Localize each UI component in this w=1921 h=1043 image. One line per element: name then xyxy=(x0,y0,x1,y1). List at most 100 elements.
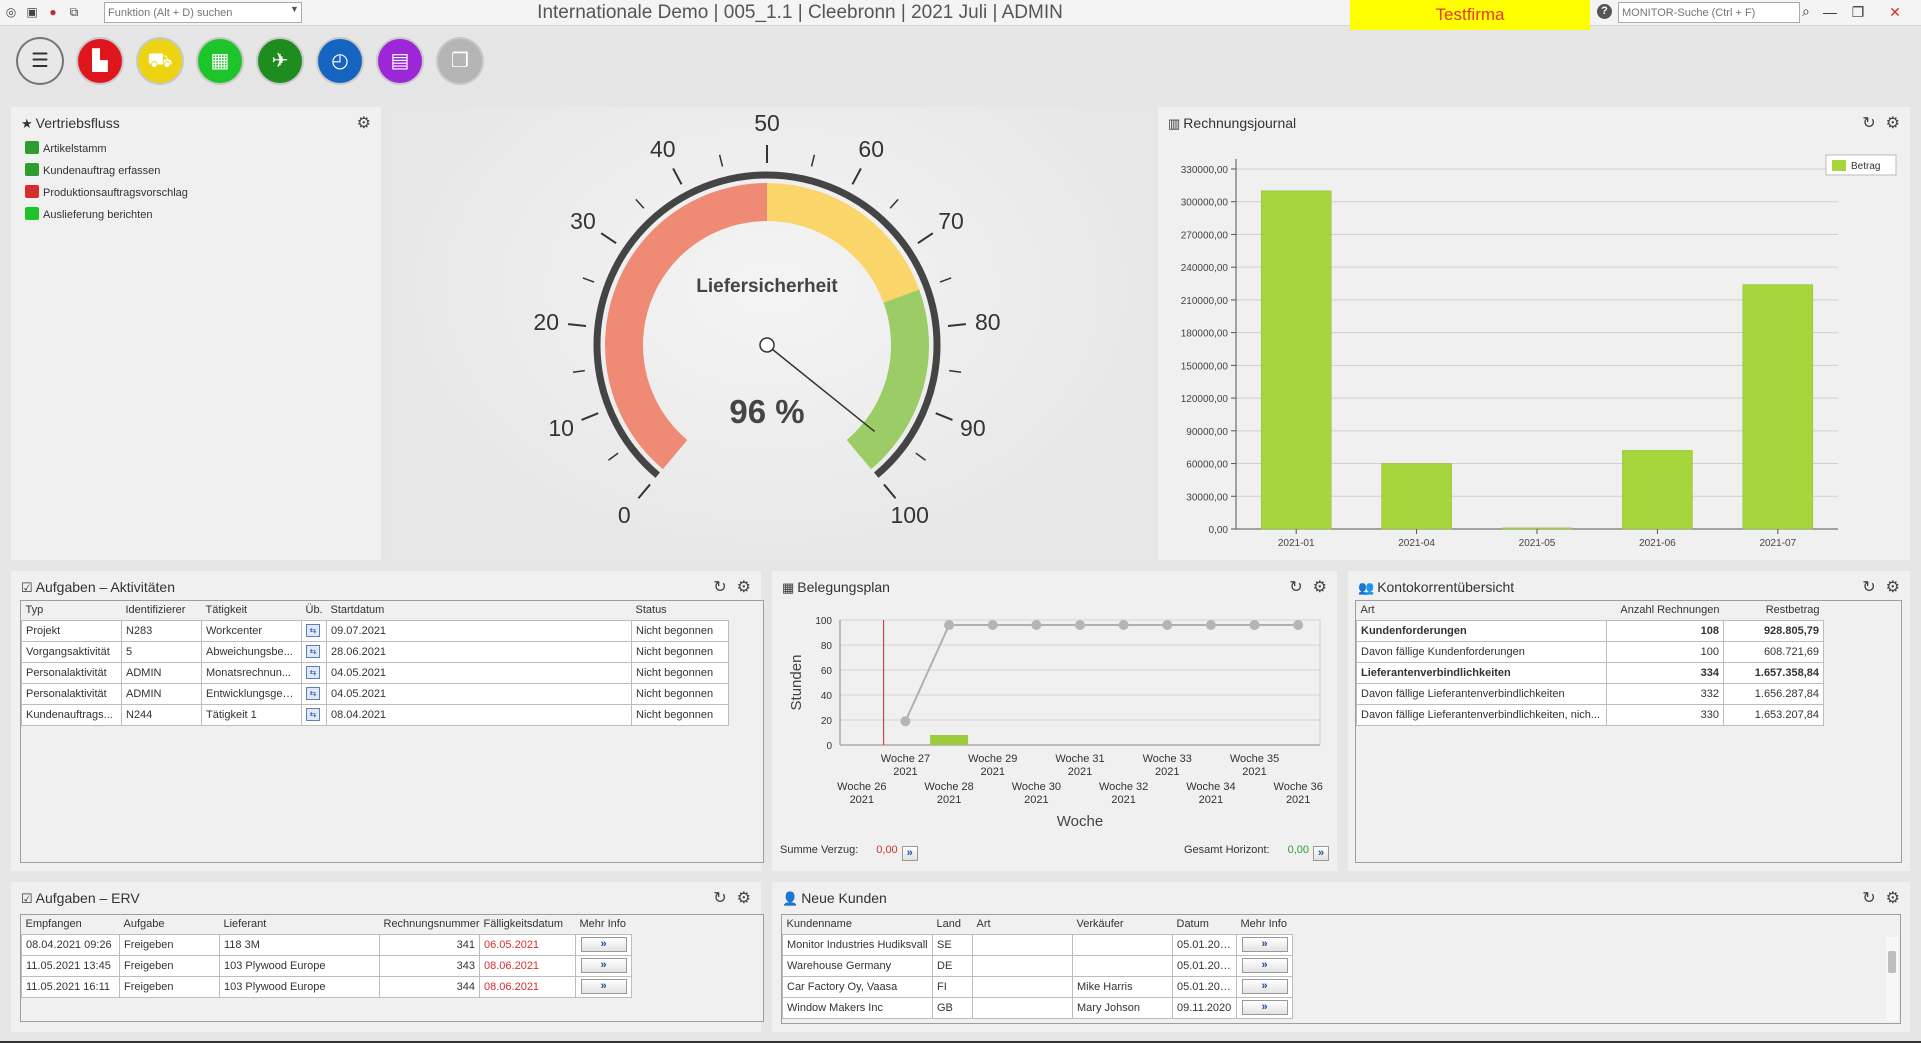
column-header[interactable]: Anzahl Rechnungen xyxy=(1620,604,1720,617)
settings-gear-icon[interactable]: ⚙ xyxy=(1312,579,1327,596)
open-window-icon[interactable]: ⧉ xyxy=(69,5,79,19)
column-header[interactable]: Land xyxy=(936,918,961,931)
column-header[interactable]: Datum xyxy=(1176,918,1209,931)
table-row[interactable]: Personalaktivität ADMIN Monatsrechnun... ⇆ 0… xyxy=(21,661,729,684)
more-info-button[interactable]: » xyxy=(1241,958,1288,973)
column-header[interactable]: Rechnungsnummer xyxy=(383,918,480,931)
gauge-tick xyxy=(935,412,953,421)
scrollbar[interactable] xyxy=(1886,937,1898,1021)
table-row[interactable]: Davon fällige Lieferantenverbindlichkeit… xyxy=(1356,703,1824,726)
more-info-button[interactable]: » xyxy=(580,979,627,994)
column-header[interactable]: Tätigkeit xyxy=(205,604,248,617)
column-header[interactable]: Lieferant xyxy=(223,918,267,931)
settings-gear-icon[interactable]: ⚙ xyxy=(1885,115,1900,132)
table-row[interactable]: 08.04.2021 09:26 Freigeben 118 3M 341 06.05.… xyxy=(21,933,632,956)
x-tick-label: Woche 33 xyxy=(1143,753,1192,765)
time-button[interactable]: ◴ xyxy=(318,39,362,83)
table-row[interactable]: Lieferantenverbindlichkeiten 334 1.657.358… xyxy=(1356,661,1824,684)
column-header[interactable]: Typ xyxy=(25,604,44,617)
settings-gear-icon[interactable]: ⚙ xyxy=(356,115,371,132)
logistics-button[interactable]: ✈ xyxy=(258,39,302,83)
column-header[interactable]: Startdatum xyxy=(330,604,385,617)
settings-gear-icon[interactable]: ⚙ xyxy=(1885,579,1900,596)
help-icon[interactable]: ? xyxy=(1597,4,1612,19)
vertriebsfluss-item[interactable]: Produktionsauftragsvorschlag xyxy=(25,185,188,199)
close-button[interactable]: ✕ xyxy=(1889,4,1901,20)
table-row[interactable]: Kundenauftrags... N244 Tätigkeit 1 ⇆ 08.04.2… xyxy=(21,703,729,726)
time-icon: ◴ xyxy=(331,50,349,72)
column-header[interactable]: Restbetrag xyxy=(1765,604,1820,617)
more-info-button[interactable]: » xyxy=(1241,979,1288,994)
table-row[interactable]: Car Factory Oy, Vaasa FI Mike Harris 05.01.… xyxy=(782,975,1293,998)
delegate-icon[interactable]: ⇆ xyxy=(306,687,320,700)
column-header[interactable]: Identifizierer xyxy=(125,604,186,617)
settings-gear-icon[interactable]: ⚙ xyxy=(736,890,751,907)
chevron-down-icon[interactable]: ▼ xyxy=(290,4,299,14)
more-info-button[interactable]: » xyxy=(580,937,627,952)
table-row[interactable]: Window Makers Inc GB Mary Johson 09.11.2020… xyxy=(782,996,1293,1019)
scrollbar-thumb[interactable] xyxy=(1888,951,1896,973)
menu-button[interactable]: ☰ xyxy=(18,39,62,83)
shopping-cart-button[interactable]: ⛟ xyxy=(138,39,182,83)
restore-button[interactable]: ❐ xyxy=(1851,4,1865,20)
minimize-button[interactable]: — xyxy=(1823,4,1837,20)
gauge-tick-label: 80 xyxy=(975,309,1001,335)
table-row[interactable]: Davon fällige Lieferantenverbindlichkeit… xyxy=(1356,682,1824,705)
column-header[interactable]: Mehr Info xyxy=(579,918,626,931)
refresh-icon[interactable]: ↻ xyxy=(1289,579,1303,596)
column-header[interactable]: Art xyxy=(1360,604,1375,617)
column-header[interactable]: Empfangen xyxy=(25,918,82,931)
production-button[interactable]: ▙ xyxy=(78,39,122,83)
delegate-icon[interactable]: ⇆ xyxy=(306,708,320,721)
refresh-icon[interactable]: ↻ xyxy=(713,890,727,907)
table-row[interactable]: Monitor Industries Hudiksvall SE 05.01.202… xyxy=(782,933,1293,956)
sales-button[interactable]: ▦ xyxy=(198,39,242,83)
vertriebsfluss-item[interactable]: Auslieferung berichten xyxy=(25,207,152,221)
gesamt-horizont-details-button[interactable]: » xyxy=(1313,846,1330,861)
documents-button[interactable]: ❐ xyxy=(438,39,482,83)
column-header[interactable]: Üb. xyxy=(305,604,323,617)
delegate-icon[interactable]: ⇆ xyxy=(306,666,320,679)
summe-verzug-details-button[interactable]: » xyxy=(901,846,918,861)
refresh-icon[interactable]: ↻ xyxy=(1862,890,1876,907)
table-cell: 28.06.2021 xyxy=(326,640,632,663)
more-info-button[interactable]: » xyxy=(580,958,627,973)
table-row[interactable]: Warehouse Germany DE 05.01.2021 » xyxy=(782,954,1293,977)
table-row[interactable]: Personalaktivität ADMIN Entwicklungsges...… xyxy=(21,682,729,705)
alert-icon[interactable]: ● xyxy=(49,5,57,19)
more-info-button[interactable]: » xyxy=(1241,1000,1288,1015)
refresh-icon[interactable]: ↻ xyxy=(713,579,727,596)
table-row[interactable]: 11.05.2021 16:11 Freigeben 103 Plywood Eur… xyxy=(21,975,632,998)
vertriebsfluss-item-label: Kundenauftrag erfassen xyxy=(43,165,161,177)
vertriebsfluss-item[interactable]: Kundenauftrag erfassen xyxy=(25,163,160,177)
calculator-button[interactable]: ▤ xyxy=(378,39,422,83)
window-list-icon[interactable]: ▣ xyxy=(26,5,38,19)
monitor-search-input[interactable] xyxy=(1618,2,1800,23)
column-header[interactable]: Art xyxy=(976,918,991,931)
column-header[interactable]: Mehr Info xyxy=(1240,918,1287,931)
table-row[interactable]: Kundenforderungen 108 928.805,79 xyxy=(1356,619,1824,642)
settings-gear-icon[interactable]: ⚙ xyxy=(736,579,751,596)
table-row[interactable]: Vorgangsaktivität 5 Abweichungsbe... ⇆ 28.06… xyxy=(21,640,729,663)
delegate-icon[interactable]: ⇆ xyxy=(306,624,320,637)
gauge-tick xyxy=(947,323,967,327)
column-header[interactable]: Aufgabe xyxy=(123,918,165,931)
app-logo-icon[interactable]: ◎ xyxy=(5,5,17,19)
more-info-button[interactable]: » xyxy=(1241,937,1288,952)
settings-gear-icon[interactable]: ⚙ xyxy=(1885,890,1900,907)
refresh-icon[interactable]: ↻ xyxy=(1862,579,1876,596)
function-search-input[interactable] xyxy=(104,2,302,23)
delegate-icon[interactable]: ⇆ xyxy=(306,645,320,658)
column-header[interactable]: Kundenname xyxy=(786,918,852,931)
table-row[interactable]: 11.05.2021 13:45 Freigeben 103 Plywood Eur… xyxy=(21,954,632,977)
refresh-icon[interactable]: ↻ xyxy=(1862,115,1876,132)
table-row[interactable]: Projekt N283 Workcenter ⇆ 09.07.2021 Nicht be… xyxy=(21,619,729,642)
column-header[interactable]: Status xyxy=(635,604,667,617)
search-icon[interactable]: ⌕ xyxy=(1802,3,1810,19)
column-header[interactable]: Verkäufer xyxy=(1076,918,1124,931)
vertriebsfluss-item[interactable]: Artikelstamm xyxy=(25,141,107,155)
table-cell: 1.657.358,84 xyxy=(1723,661,1824,684)
production-icon: ▙ xyxy=(92,50,108,72)
table-row[interactable]: Davon fällige Kundenforderungen 100 608.72… xyxy=(1356,640,1824,663)
column-header[interactable]: Fälligkeitsdatum xyxy=(483,918,563,931)
